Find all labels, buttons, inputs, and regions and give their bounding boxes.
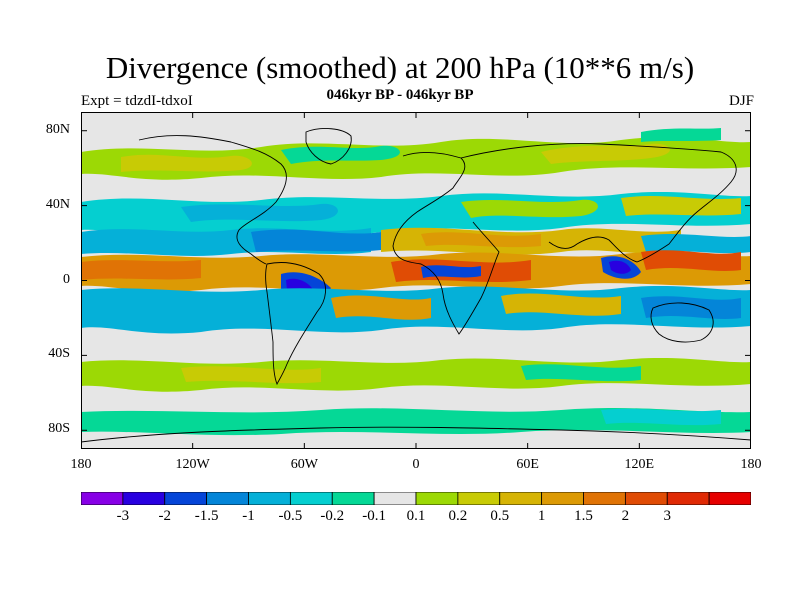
south-midlat-field (81, 358, 751, 392)
colorbar-swatch (415, 492, 459, 505)
north-high-lat-field (81, 128, 751, 180)
colorbar-label: 0.1 (406, 508, 426, 524)
south-america-coast (265, 262, 326, 386)
north-midlat-field (81, 192, 751, 236)
colorbar-swatch (331, 492, 375, 505)
colorbar-swatch (164, 492, 208, 505)
lon-tick-label: 0 (412, 457, 420, 472)
colorbar-swatch (583, 492, 626, 505)
asia-coast (460, 143, 737, 263)
australia-coast (650, 302, 714, 343)
divergence-map (81, 112, 751, 449)
colorbar-label: 0.5 (490, 508, 510, 524)
season-label: DJF (728, 93, 754, 109)
colorbar-swatch (206, 492, 249, 505)
south-high-lat-field (81, 408, 751, 436)
lat-tick-label: 0 (63, 271, 70, 287)
colorbar-swatch (499, 492, 543, 505)
colorbar-swatch (248, 492, 291, 505)
equatorial-field (81, 250, 751, 299)
plot-subtitle: 046kyr BP - 046kyr BP (326, 87, 474, 103)
colorbar-label: -1.5 (194, 508, 219, 524)
coastlines (81, 128, 751, 443)
colorbar-label: -0.1 (362, 508, 386, 524)
colorbar-swatch (122, 492, 166, 505)
lat-tick-label: 40S (48, 346, 70, 362)
colorbar-swatch (541, 492, 584, 505)
colorbar-label: -3 (116, 508, 130, 524)
colorbar-swatch (289, 492, 333, 505)
europe-africa-coast (392, 151, 500, 335)
colorbar-label: 1 (537, 508, 546, 524)
lon-tick-label: 180 (70, 457, 92, 472)
colorbar-label: 2 (621, 508, 630, 524)
north-subtropical-field (81, 227, 751, 256)
colorbar-swatch (666, 492, 710, 505)
colorbar-label: 0.2 (448, 508, 468, 524)
plot-title: Divergence (smoothed) at 200 hPa (10**6 … (105, 50, 695, 85)
lon-tick-label: 120W (175, 457, 210, 472)
colorbar-swatch (457, 492, 501, 505)
lon-tick-label: 60W (290, 457, 318, 472)
colorbar-label: -2 (158, 508, 172, 524)
colorbar-label: 1.5 (574, 508, 593, 524)
north-america-coast (138, 135, 287, 265)
colorbar-label: -0.5 (278, 508, 303, 524)
axis-tick-marks (81, 112, 751, 449)
colorbar-swatch (81, 492, 124, 505)
colorbar (81, 492, 751, 505)
south-subtropical-field (81, 286, 751, 334)
lat-tick-label: 80S (48, 421, 70, 437)
colorbar-swatch (373, 492, 417, 505)
lon-tick-label: 60E (516, 457, 539, 472)
greenland-coast (305, 128, 352, 165)
antarctica-coast (81, 426, 751, 443)
experiment-label: Expt = tdzdI-tdxoI (81, 93, 193, 109)
colorbar-swatch (708, 492, 751, 505)
colorbar-label: -1 (242, 508, 255, 524)
lat-tick-label: 40N (45, 196, 70, 212)
colorbar-swatch (624, 492, 668, 505)
lat-tick-label: 80N (45, 121, 70, 137)
lon-tick-label: 180 (740, 457, 762, 472)
lon-tick-label: 120E (624, 457, 655, 472)
colorbar-label: 3 (663, 508, 672, 524)
colorbar-label: -0.2 (320, 508, 345, 524)
